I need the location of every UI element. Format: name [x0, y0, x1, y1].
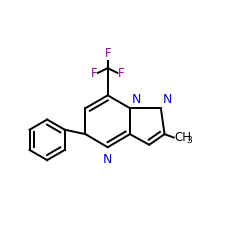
Text: CH: CH [174, 131, 191, 144]
Text: 3: 3 [186, 136, 192, 145]
Text: F: F [104, 47, 111, 60]
Text: N: N [132, 93, 141, 106]
Text: F: F [91, 66, 98, 80]
Text: N: N [163, 93, 172, 106]
Text: N: N [103, 153, 113, 166]
Text: F: F [118, 66, 124, 80]
